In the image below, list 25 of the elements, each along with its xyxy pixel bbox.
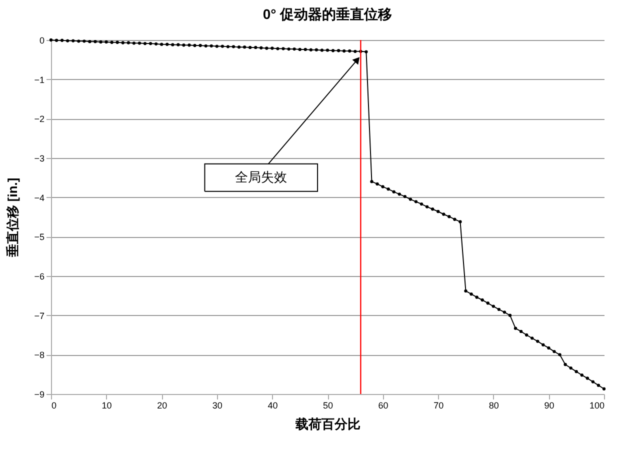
y-tick-label: −1 [34, 74, 44, 85]
x-tick-label: 30 [212, 400, 222, 410]
x-tick-label: 100 [589, 400, 604, 410]
y-tick-label: −8 [34, 350, 44, 360]
y-tick-label: −4 [34, 192, 44, 203]
chart-title: 0° 促动器的垂直位移 [262, 6, 392, 22]
y-tick-label: −9 [34, 390, 44, 400]
y-tick-label: −3 [34, 154, 44, 164]
y-tick-label: 0 [39, 36, 44, 46]
x-axis-title: 载荷百分比 [294, 416, 360, 432]
x-tick-label: 0 [52, 400, 57, 410]
y-tick-label: −5 [34, 232, 44, 242]
x-tick-label: 80 [488, 400, 499, 410]
x-tick-label: 10 [102, 400, 112, 410]
x-tick-label: 50 [322, 400, 334, 410]
x-tick-label: 40 [268, 400, 278, 410]
y-axis-title: 垂直位移 [in.] [5, 178, 20, 258]
y-tick-label: −6 [34, 272, 44, 282]
x-tick-label: 90 [544, 400, 554, 410]
y-tick-label: −2 [34, 114, 44, 124]
annotation: 全局失效 [235, 170, 288, 185]
x-tick-label: 20 [157, 400, 168, 410]
y-tick-label: −7 [34, 310, 44, 321]
x-tick-label: 70 [434, 400, 444, 410]
x-tick-label: 60 [378, 400, 388, 410]
